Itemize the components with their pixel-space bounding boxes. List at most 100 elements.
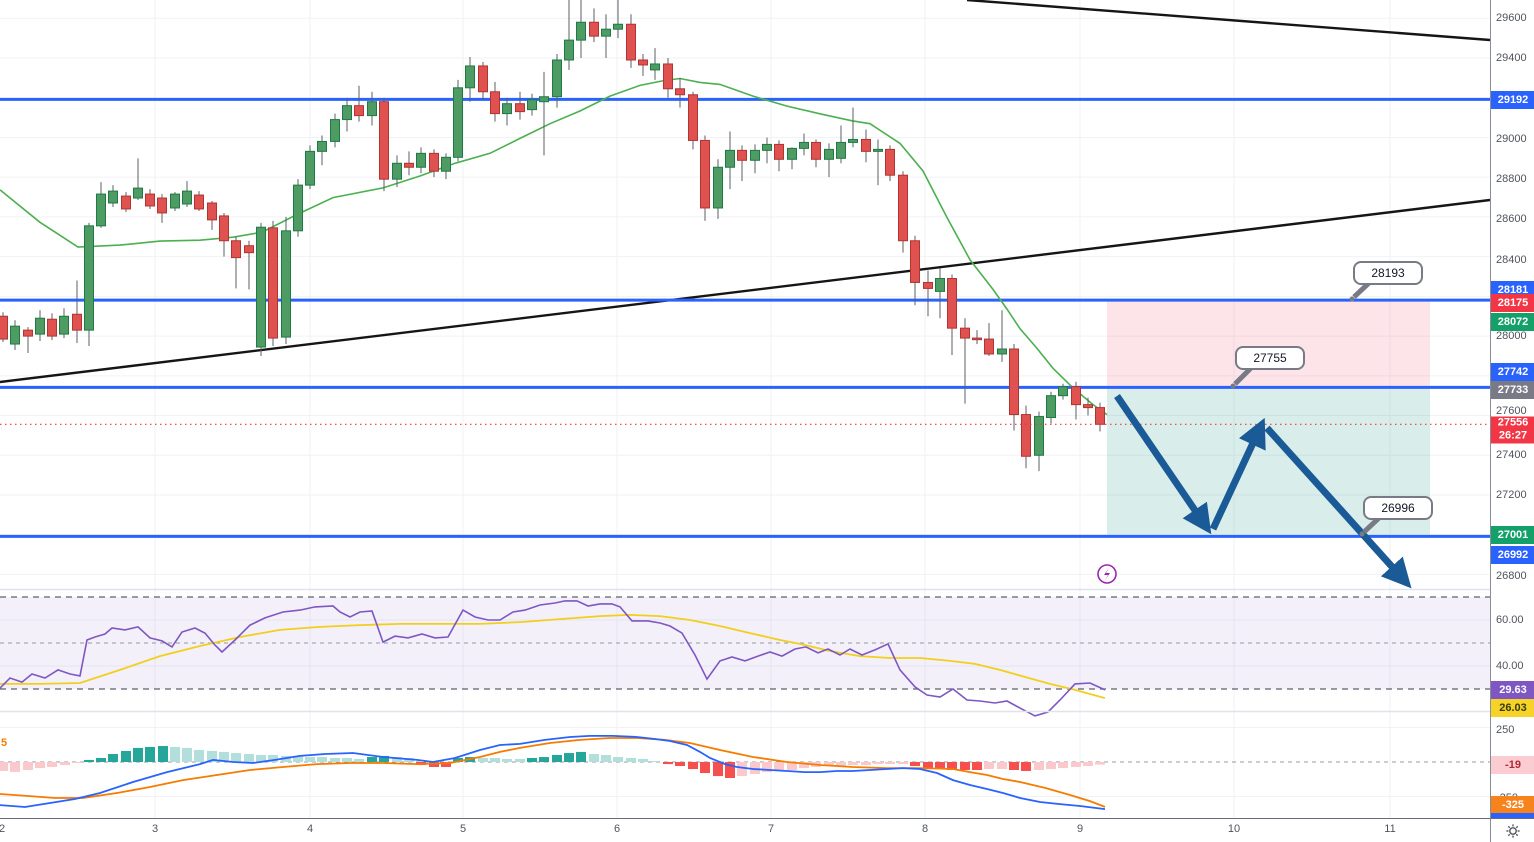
price-badge: 29.63 bbox=[1491, 681, 1534, 699]
time-label: 3 bbox=[151, 823, 159, 835]
macd-histogram-bar bbox=[960, 762, 970, 771]
macd-histogram-bar bbox=[638, 758, 648, 762]
price-badge: 27556 26:27 bbox=[1491, 416, 1534, 444]
candle-body bbox=[207, 202, 217, 221]
candle-body bbox=[984, 338, 994, 355]
macd-line bbox=[0, 735, 1106, 810]
macd-histogram-bar bbox=[0, 762, 8, 771]
macd-histogram-bar bbox=[441, 762, 451, 767]
price-tick: 29400 bbox=[1496, 52, 1527, 64]
candle-body bbox=[72, 313, 82, 331]
callout-bubble[interactable] bbox=[1363, 496, 1433, 520]
macd-histogram-bar bbox=[330, 757, 340, 762]
macd-histogram-bar bbox=[490, 757, 500, 762]
candle-body bbox=[1021, 414, 1031, 457]
macd-histogram-bar bbox=[873, 762, 883, 765]
macd-histogram-bar bbox=[207, 750, 217, 762]
candle-body bbox=[824, 148, 834, 160]
macd-histogram-bar bbox=[564, 753, 574, 762]
candle-body bbox=[219, 215, 229, 242]
macd-histogram-bar bbox=[72, 762, 82, 763]
macd-histogram-bar bbox=[194, 749, 204, 762]
time-axis[interactable]: 2 3 4 5 6 7 8 9 10 11 bbox=[0, 818, 1490, 842]
macd-histogram-bar bbox=[589, 753, 599, 762]
candle-body bbox=[379, 101, 389, 180]
macd-histogram-bar bbox=[1083, 762, 1093, 767]
candle-body bbox=[935, 277, 945, 292]
macd-histogram-bar bbox=[23, 762, 33, 771]
macd-histogram-bar bbox=[972, 762, 982, 771]
candle-body bbox=[429, 152, 439, 172]
macd-histogram-bar bbox=[836, 762, 846, 767]
time-label: 6 bbox=[613, 823, 621, 835]
candle-body bbox=[305, 150, 315, 186]
candle-body bbox=[453, 87, 463, 158]
macd-histogram-bar bbox=[750, 762, 760, 775]
price-tick: 27400 bbox=[1496, 449, 1527, 461]
macd-histogram-bar bbox=[762, 762, 772, 773]
macd-histogram-bar bbox=[96, 757, 106, 762]
callout-bubble[interactable] bbox=[1353, 261, 1423, 285]
candle-body bbox=[244, 245, 254, 254]
projection-arrow[interactable] bbox=[1209, 417, 1266, 531]
macd-histogram-bar bbox=[133, 747, 143, 762]
macd-histogram-bar bbox=[688, 762, 698, 770]
candle-body bbox=[133, 187, 143, 199]
macd-histogram-bar bbox=[219, 751, 229, 762]
macd-histogram-bar bbox=[145, 746, 155, 762]
callout-text: 28193 bbox=[1371, 266, 1405, 280]
price-tick: 60.00 bbox=[1496, 614, 1524, 626]
candle-body bbox=[502, 103, 512, 115]
candle-body bbox=[601, 28, 611, 37]
price-axis[interactable]: 29600 29400 29000 28800 28600 28400 28000 27600… bbox=[1490, 0, 1534, 842]
candle-body bbox=[157, 197, 167, 214]
candle-body bbox=[392, 162, 402, 180]
settings-gear-icon[interactable] bbox=[1505, 823, 1521, 839]
candle-body bbox=[552, 59, 562, 98]
candle-body bbox=[293, 184, 303, 232]
callout-bubble[interactable] bbox=[1235, 346, 1305, 370]
callout-anchor bbox=[1230, 383, 1236, 389]
macd-histogram-bar bbox=[1034, 762, 1044, 771]
projection-arrow[interactable] bbox=[1264, 425, 1412, 589]
macd-histogram-bar bbox=[910, 762, 920, 767]
macd-histogram-bar bbox=[317, 757, 327, 762]
macd-histogram-bar bbox=[1021, 762, 1031, 771]
macd-histogram-bar bbox=[1095, 762, 1105, 765]
macd-histogram-bar bbox=[947, 762, 957, 771]
candle-body bbox=[1095, 407, 1105, 425]
macd-histogram-bar bbox=[885, 762, 895, 765]
candle-body bbox=[1071, 386, 1081, 406]
candle-body bbox=[47, 318, 57, 337]
macd-histogram-bar bbox=[1071, 762, 1081, 767]
macd-histogram-bar bbox=[1046, 762, 1056, 770]
time-label: 10 bbox=[1227, 823, 1241, 835]
macd-histogram-bar bbox=[10, 762, 20, 772]
price-tick: 28600 bbox=[1496, 213, 1527, 225]
macd-histogram-bar bbox=[108, 753, 118, 762]
trendline[interactable] bbox=[0, 198, 1490, 384]
candle-body bbox=[774, 143, 784, 160]
price-tick: 250 bbox=[1496, 724, 1515, 736]
indicator-value-fragment: 5 bbox=[1, 737, 7, 749]
candle-body bbox=[972, 337, 982, 341]
macd-histogram-bar bbox=[527, 757, 537, 762]
candle-body bbox=[1083, 404, 1093, 409]
candle-body bbox=[836, 141, 846, 159]
chart-canvas[interactable]: 28193 27755 26996 5 bbox=[0, 0, 1490, 818]
price-badge: 27742 bbox=[1491, 363, 1534, 381]
candle-body bbox=[108, 190, 118, 204]
projection-arrow[interactable] bbox=[1114, 394, 1212, 535]
candle-body bbox=[947, 277, 957, 329]
candle-body bbox=[638, 59, 648, 66]
candle-body bbox=[35, 317, 45, 335]
macd-histogram-bar bbox=[650, 761, 660, 763]
price-tick: 28800 bbox=[1496, 173, 1527, 185]
price-badge: 28072 bbox=[1491, 313, 1534, 331]
macd-histogram-bar bbox=[379, 755, 389, 762]
macd-histogram-bar bbox=[552, 754, 562, 762]
stop-zone[interactable] bbox=[1107, 301, 1430, 390]
macd-histogram-bar bbox=[1058, 762, 1068, 769]
time-label: 11 bbox=[1384, 823, 1396, 835]
trendline[interactable] bbox=[966, 0, 1490, 42]
